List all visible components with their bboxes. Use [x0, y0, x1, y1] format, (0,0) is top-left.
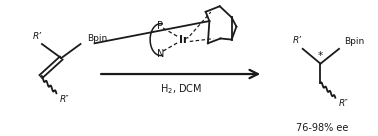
Text: N: N — [157, 49, 164, 59]
Text: Bpin: Bpin — [87, 34, 107, 43]
Text: R″: R″ — [338, 99, 348, 108]
Text: R’: R’ — [293, 36, 302, 45]
Text: 76-98% ee: 76-98% ee — [296, 123, 349, 133]
Text: P: P — [158, 21, 163, 30]
Text: Ir: Ir — [179, 35, 188, 45]
Text: R″: R″ — [59, 95, 69, 104]
Text: Bpin: Bpin — [345, 37, 365, 46]
Text: R’: R’ — [33, 33, 42, 41]
Text: *: * — [318, 51, 323, 61]
Text: H$_2$, DCM: H$_2$, DCM — [160, 82, 202, 96]
